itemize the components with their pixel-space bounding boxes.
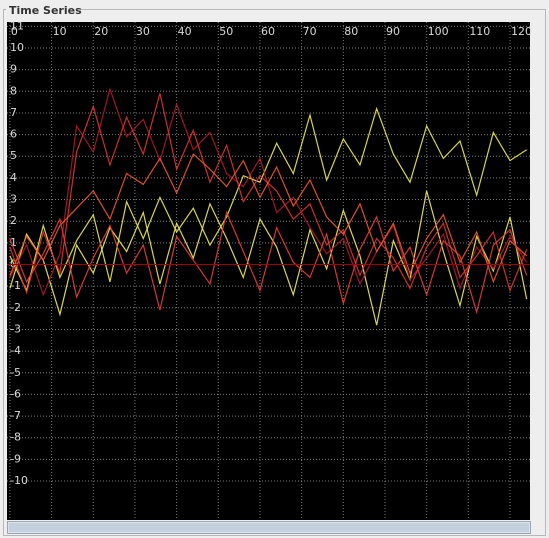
y-tick-label: 11 [10,19,24,32]
group-title: Time Series [9,4,82,17]
y-tick-label: 9 [10,63,17,76]
y-tick-label: -2 [10,301,21,314]
y-tick-label: 8 [10,84,17,97]
group-border [3,9,546,536]
y-tick-label: 5 [10,149,17,162]
x-tick-label: 50 [219,25,233,38]
y-tick-label: -1 [10,279,21,292]
x-tick-label: 120 [511,25,532,38]
y-tick-label: 2 [10,214,17,227]
scrollbar-thumb[interactable] [9,523,529,532]
series-line [9,190,528,326]
series-line [9,87,528,297]
title-bg [6,3,80,17]
x-tick-label: 110 [469,25,490,38]
x-tick-label: 80 [344,25,358,38]
x-tick-label: 60 [261,25,275,38]
y-tick-label: -9 [10,452,21,465]
y-tick-label: -6 [10,387,21,400]
x-tick-label: 10 [53,25,67,38]
x-tick-label: 70 [303,25,317,38]
y-tick-label: 3 [10,193,17,206]
y-tick-label: 6 [10,128,17,141]
series-line [9,106,527,293]
x-tick-label: 30 [136,25,150,38]
y-tick-label: -3 [10,322,21,335]
x-tick-label: 0 [11,25,18,38]
y-tick-label: -7 [10,409,21,422]
plot: 0 10 20 30 40 50 60 70 80 90 100 110 120-10-9-8-7-6-… [7,19,532,520]
y-tick-label: -4 [10,344,21,357]
y-tick-label: 7 [10,106,17,119]
plot-area [7,22,530,520]
y-tick-label: -5 [10,366,21,379]
x-tick-label: 100 [428,25,449,38]
x-tick-label: 90 [386,25,400,38]
series-line [9,210,528,315]
x-tick-label: 40 [178,25,192,38]
y-tick-label: -10 [10,474,28,487]
y-tick-label: 4 [10,171,17,184]
series-line [9,153,528,284]
x-tick-label: 20 [94,25,108,38]
y-tick-label: 1 [10,236,17,249]
y-tick-label: 10 [10,41,24,54]
y-tick-label: -8 [10,431,21,444]
